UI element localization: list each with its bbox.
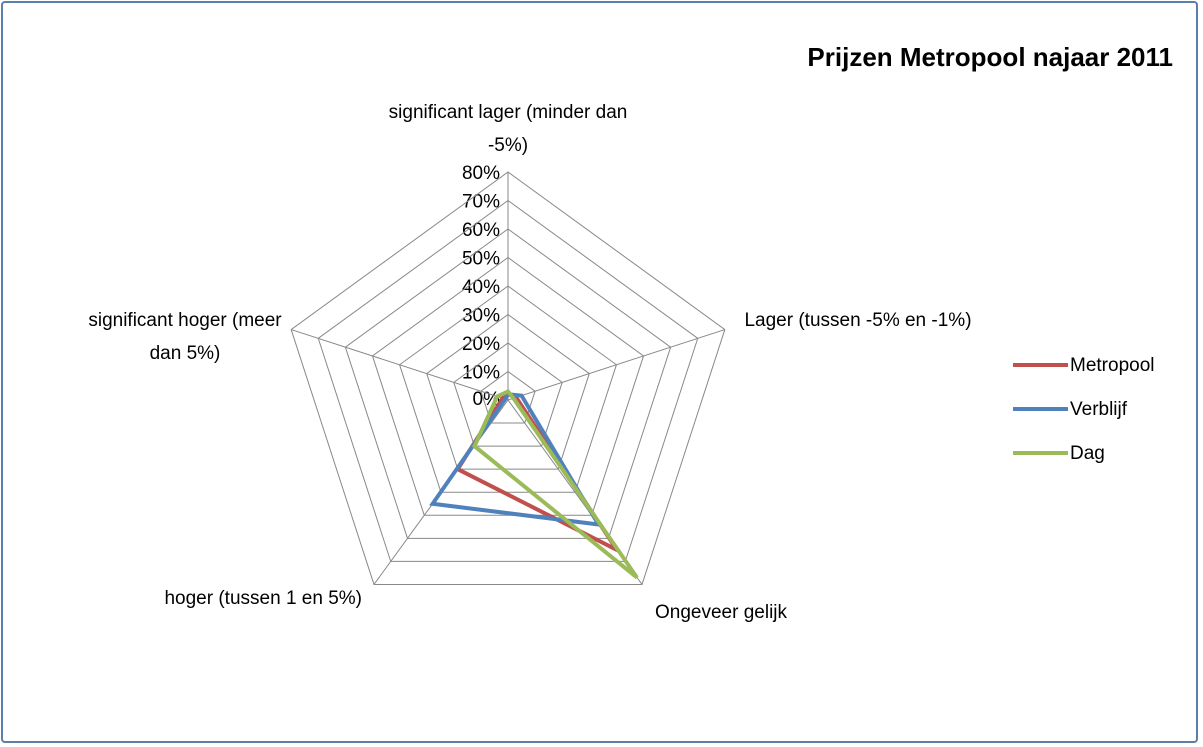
grid-line (317, 199, 699, 562)
r-tick-label: 50% (462, 249, 500, 270)
r-tick-label: 40% (462, 277, 500, 298)
legend-label: Metropool (1070, 355, 1155, 376)
r-tick-label: 30% (462, 306, 500, 327)
category-label: significant lager (minder dan -5%) (388, 102, 628, 156)
grid-line (426, 313, 590, 470)
r-tick-label: 60% (462, 220, 500, 241)
r-tick-label: 70% (462, 192, 500, 213)
grid-line (290, 171, 726, 585)
legend-label: Dag (1070, 443, 1105, 464)
category-label: significant hoger (meer dan 5%) (88, 310, 282, 364)
axis-spoke (291, 329, 509, 401)
category-label: hoger (tussen 1 en 5%) (164, 588, 362, 609)
grid-line (371, 256, 645, 516)
r-tick-label: 10% (462, 363, 500, 384)
category-label: Ongeveer gelijk (655, 602, 788, 623)
series-line (472, 388, 639, 580)
category-label: Lager (tussen -5% en -1%) (744, 310, 972, 331)
grid-line (480, 370, 536, 424)
grid-line (453, 342, 563, 447)
series-line (429, 392, 603, 528)
r-tick-label: 20% (462, 334, 500, 355)
grid-line (344, 228, 672, 539)
legend-label: Verblijf (1070, 399, 1128, 420)
axis-spoke (507, 329, 725, 401)
r-tick-label: 80% (462, 163, 500, 184)
series-line (454, 392, 623, 556)
chart-title: Prijzen Metropool najaar 2011 (807, 42, 1173, 72)
grid-line (398, 285, 618, 493)
